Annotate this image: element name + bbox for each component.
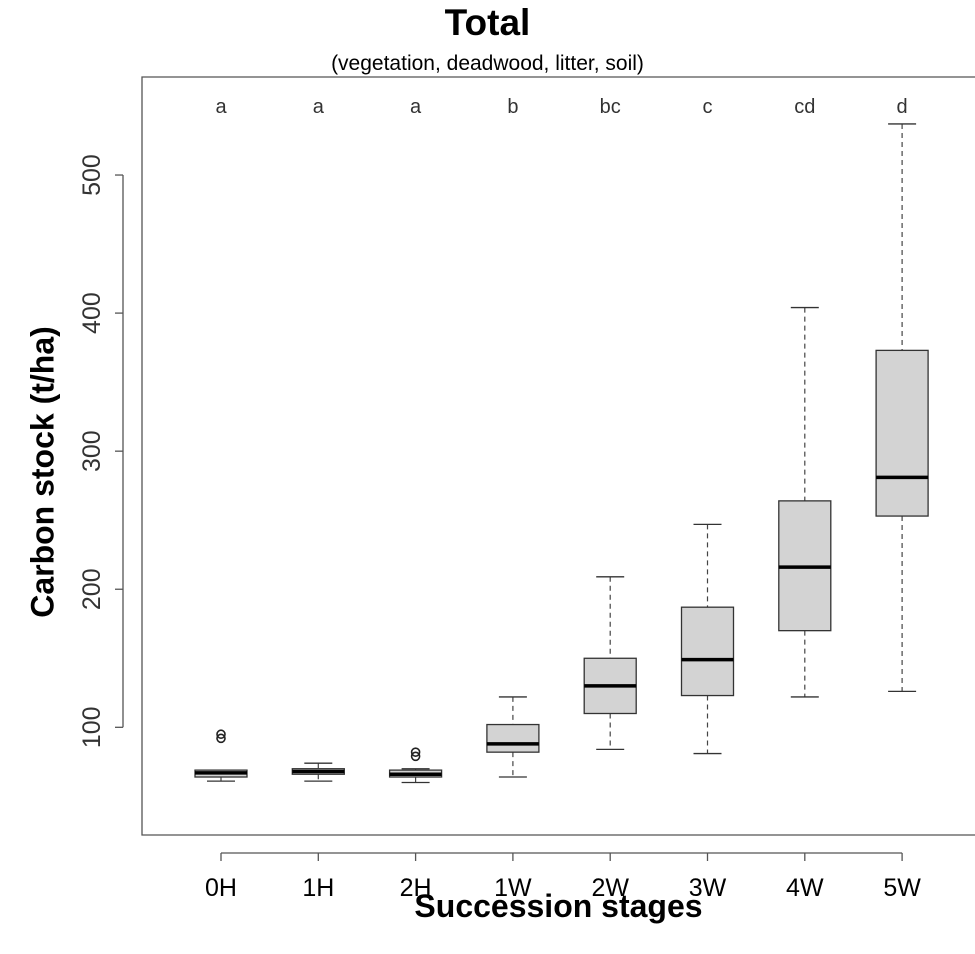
y-tick-label: 200 [78, 568, 106, 610]
x-tick-label: 0H [205, 874, 237, 902]
significance-letter: a [215, 96, 227, 118]
x-tick-label: 3W [689, 874, 727, 902]
y-axis-label: Carbon stock (t/ha) [24, 326, 61, 618]
significance-letter: d [897, 96, 908, 118]
significance-letter: a [410, 96, 422, 118]
y-tick-label: 500 [78, 154, 106, 196]
x-tick-label: 4W [786, 874, 824, 902]
box-iqr [680, 606, 735, 697]
x-tick-label: 2H [400, 874, 432, 902]
outlier-point [410, 751, 421, 762]
x-tick-label: 2W [591, 874, 629, 902]
y-tick-label: 100 [78, 706, 106, 748]
significance-letter: c [703, 96, 713, 118]
significance-letter: b [507, 96, 518, 118]
y-tick-label: 400 [78, 292, 106, 334]
significance-letter: a [313, 96, 325, 118]
chart-title: Total [444, 2, 531, 43]
x-tick-label: 1H [302, 874, 334, 902]
outlier-point [410, 747, 421, 757]
x-axis-label: Succession stages [414, 888, 703, 924]
box-iqr [875, 349, 929, 517]
box-iqr [486, 723, 540, 753]
y-tick-label: 300 [78, 430, 106, 472]
significance-letter: bc [600, 96, 621, 118]
significance-letter: cd [794, 96, 815, 118]
x-tick-label: 5W [883, 874, 921, 902]
x-tick-label: 1W [494, 874, 532, 902]
outlier-point [216, 733, 226, 744]
chart-subtitle: (vegetation, deadwood, litter, soil) [331, 52, 644, 75]
plot-frame [141, 76, 975, 836]
outlier-point [216, 729, 226, 740]
